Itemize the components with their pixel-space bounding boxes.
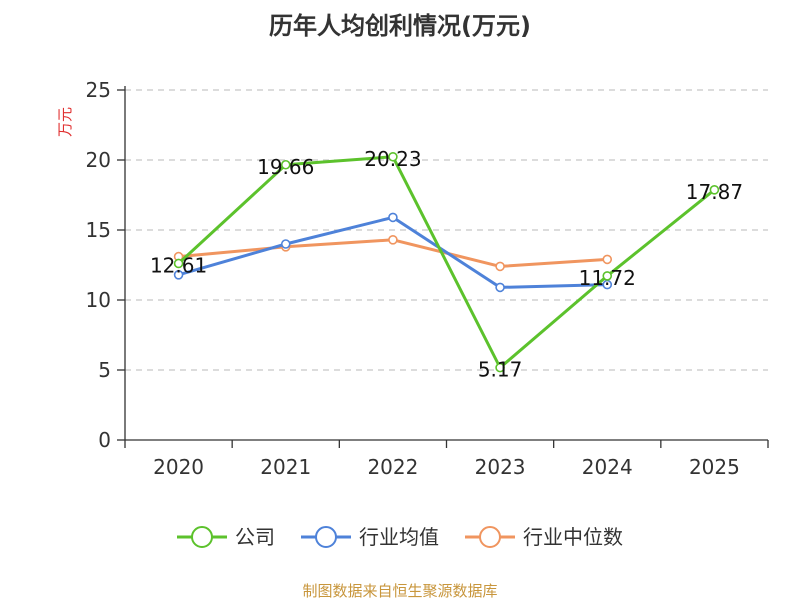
legend-item[interactable]: 行业中位数 (465, 525, 623, 549)
data-point (388, 235, 398, 245)
y-tick-label: 0 (98, 428, 111, 452)
data-point (495, 261, 505, 272)
x-tick-label: 2025 (689, 455, 740, 479)
legend-label: 公司 (235, 525, 275, 549)
data-labels: 12.61 19.66 20.23 5.17 11.72 17.87 (150, 147, 743, 382)
legend-label: 行业均值 (359, 525, 439, 549)
x-tick-label: 2020 (153, 455, 204, 479)
grid-lines (117, 89, 768, 441)
series-line (178, 215, 608, 289)
y-tick-label: 5 (98, 358, 111, 382)
data-point (280, 239, 291, 249)
data-label: 19.66 (257, 155, 314, 179)
x-tick-label: 2022 (367, 455, 418, 479)
x-tick-label: 2021 (260, 455, 311, 479)
legend-label: 行业中位数 (523, 525, 623, 549)
series-2 (173, 235, 613, 272)
data-label: 11.72 (579, 266, 636, 290)
y-tick-label: 15 (86, 218, 111, 242)
y-axis-label: 万元 (56, 107, 74, 137)
series-lines (173, 151, 720, 373)
y-tick-label: 10 (86, 288, 111, 312)
x-tick-label: 2023 (475, 455, 526, 479)
legend-item[interactable]: 行业均值 (301, 525, 439, 549)
legend-marker (479, 526, 501, 548)
data-label: 20.23 (364, 147, 421, 171)
y-tick-label: 25 (86, 78, 111, 102)
data-point (495, 362, 505, 373)
data-point (495, 282, 505, 293)
legend-marker (191, 526, 213, 548)
axes (124, 86, 769, 448)
chart-title: 历年人均创利情况(万元) (269, 12, 531, 40)
series-1 (173, 212, 613, 293)
data-point (173, 269, 184, 280)
x-tick-labels: 2020 2021 2022 2023 2024 2025 (153, 455, 740, 479)
y-tick-labels: 0 5 10 15 20 25 (86, 78, 111, 452)
data-label: 17.87 (686, 180, 743, 204)
data-point (173, 258, 184, 269)
legend-item[interactable]: 公司 (177, 525, 275, 549)
source-note: 制图数据来自恒生聚源数据库 (302, 582, 497, 600)
series-line (177, 155, 716, 370)
legend: 公司 行业均值 行业中位数 (177, 525, 623, 549)
data-point (280, 159, 291, 170)
data-point (709, 185, 720, 195)
y-tick-label: 20 (86, 148, 111, 172)
data-point (388, 212, 398, 223)
legend-marker (315, 526, 337, 548)
data-label: 5.17 (478, 358, 523, 382)
data-label: 12.61 (150, 253, 207, 277)
data-point (388, 151, 398, 162)
data-point (602, 271, 613, 281)
series-0 (173, 151, 720, 373)
data-point (602, 254, 613, 265)
x-tick-label: 2024 (582, 455, 633, 479)
